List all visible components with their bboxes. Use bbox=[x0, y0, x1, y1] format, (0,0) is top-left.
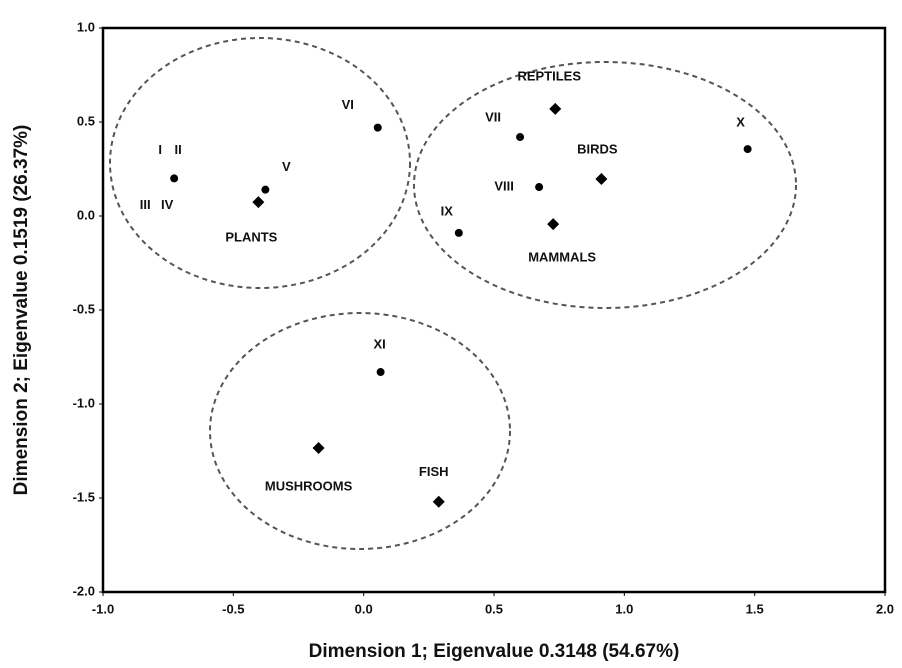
x-tick-label: 2.0 bbox=[876, 601, 894, 616]
x-tick-label: 1.5 bbox=[746, 601, 764, 616]
x-tick-label: -0.5 bbox=[222, 601, 244, 616]
diamond-point bbox=[432, 495, 445, 508]
y-tick-label: -1.5 bbox=[73, 489, 95, 504]
y-tick-label: 0.0 bbox=[77, 207, 95, 222]
x-tick-label: 0.0 bbox=[355, 601, 373, 616]
point-label: IX bbox=[441, 203, 454, 218]
y-tick-label: 1.0 bbox=[77, 19, 95, 34]
point-label: PLANTS bbox=[225, 230, 277, 245]
y-tick-label: 0.5 bbox=[77, 113, 95, 128]
point bbox=[535, 183, 544, 192]
point-label: II bbox=[175, 142, 182, 157]
x-tick-label: -1.0 bbox=[92, 601, 114, 616]
point bbox=[743, 145, 752, 154]
x-tick-label: 0.5 bbox=[485, 601, 503, 616]
cluster-ellipse bbox=[209, 312, 511, 550]
point bbox=[516, 133, 525, 142]
point-label: IV bbox=[161, 197, 174, 212]
diamond-point bbox=[252, 196, 265, 209]
point-label: VI bbox=[342, 97, 354, 112]
point-label: VIII bbox=[494, 178, 514, 193]
point-label: X bbox=[736, 115, 745, 130]
diamond-point bbox=[595, 172, 608, 185]
diamond-point bbox=[547, 218, 560, 231]
point-label: I bbox=[158, 142, 162, 157]
y-tick-label: -1.0 bbox=[73, 395, 95, 410]
cluster-ellipse bbox=[413, 61, 797, 309]
y-tick-label: -2.0 bbox=[73, 583, 95, 598]
point-label: III bbox=[140, 197, 151, 212]
diamond-point bbox=[549, 102, 562, 115]
y-axis-title: Dimension 2; Eigenvalue 0.1519 (26.37%) bbox=[11, 125, 32, 496]
point bbox=[261, 185, 270, 194]
point-label: MUSHROOMS bbox=[265, 478, 353, 493]
point bbox=[170, 174, 179, 183]
point-label: XI bbox=[373, 336, 385, 351]
point-label: V bbox=[282, 159, 291, 174]
x-axis-title: Dimension 1; Eigenvalue 0.3148 (54.67%) bbox=[309, 641, 680, 662]
point-label: REPTILES bbox=[517, 68, 581, 83]
point-label: FISH bbox=[419, 464, 449, 479]
diamond-point bbox=[312, 441, 325, 454]
point-label: VII bbox=[485, 109, 501, 124]
x-tick-label: 1.0 bbox=[615, 601, 633, 616]
point-label: BIRDS bbox=[577, 141, 618, 156]
cluster-ellipse bbox=[109, 37, 411, 289]
point bbox=[454, 228, 463, 237]
point-label: MAMMALS bbox=[528, 250, 596, 265]
point bbox=[373, 123, 382, 132]
point bbox=[376, 368, 385, 377]
y-tick-label: -0.5 bbox=[73, 301, 95, 316]
